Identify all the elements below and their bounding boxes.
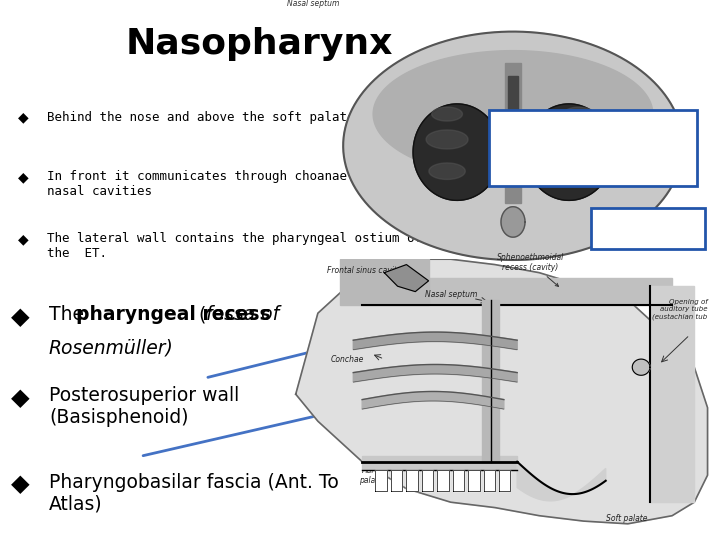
Polygon shape [340,259,428,305]
Polygon shape [500,470,510,491]
Text: Opening of
auditory tube
(eustachian tub: Opening of auditory tube (eustachian tub [652,299,708,320]
Polygon shape [508,76,518,165]
Polygon shape [525,104,613,200]
Text: ◆: ◆ [18,111,29,125]
Polygon shape [564,107,594,121]
Polygon shape [482,300,500,462]
Text: Nasopharynx: Nasopharynx [125,27,393,61]
Polygon shape [469,470,480,491]
Polygon shape [375,470,387,491]
Text: In front it communicates through choanae with the
nasal cavities: In front it communicates through choanae… [47,170,414,198]
Polygon shape [362,392,504,409]
Polygon shape [384,265,428,292]
Polygon shape [362,456,517,470]
Text: Nasal septum: Nasal septum [287,0,339,8]
FancyBboxPatch shape [489,110,697,186]
Polygon shape [501,207,525,237]
Text: Behind the nose and above the soft palate.: Behind the nose and above the soft palat… [47,111,362,124]
Polygon shape [650,286,694,502]
Text: pharyngeal recess: pharyngeal recess [76,305,271,324]
Polygon shape [354,332,517,350]
Text: ◆: ◆ [11,386,30,410]
FancyBboxPatch shape [591,208,705,248]
Text: (: ( [193,305,206,324]
Text: The lateral wall contains the pharyngeal ostium of
the  ET.: The lateral wall contains the pharyngeal… [47,232,422,260]
Polygon shape [422,470,433,491]
Text: Frontal sinus cavity: Frontal sinus cavity [327,266,401,280]
Polygon shape [391,470,402,491]
Text: ◆: ◆ [11,472,30,496]
Text: Pharyngobasilar fascia (Ant. To
Atlas): Pharyngobasilar fascia (Ant. To Atlas) [49,472,338,514]
Polygon shape [413,104,501,200]
Text: ◆: ◆ [18,232,29,246]
Text: Soft palate: Soft palate [606,514,647,523]
Polygon shape [438,470,449,491]
Polygon shape [484,470,495,491]
Text: Sphenoethmoidal
recess (cavity): Sphenoethmoidal recess (cavity) [497,253,564,286]
Text: fossa of: fossa of [207,305,279,324]
Polygon shape [373,51,653,178]
Text: ◆: ◆ [11,305,30,329]
Text: The: The [49,305,90,324]
Text: Rosenmüller): Rosenmüller) [49,339,174,357]
Polygon shape [558,130,600,149]
Text: Hard
palate: Hard palate [359,466,383,485]
Polygon shape [426,130,468,149]
Polygon shape [505,63,521,203]
Polygon shape [354,364,517,382]
Text: Nasal septum: Nasal septum [425,290,477,299]
Polygon shape [407,470,418,491]
Polygon shape [517,462,606,501]
Text: Posterosuperior wall
(Basisphenoid): Posterosuperior wall (Basisphenoid) [49,386,239,427]
Polygon shape [561,163,597,179]
Polygon shape [429,163,465,179]
Text: ◆: ◆ [18,170,29,184]
Polygon shape [296,259,708,524]
Text: Pharyngeal ostium of
auditory tube: Pharyngeal ostium of auditory tube [533,308,600,319]
Text: Conchae: Conchae [331,355,364,364]
Polygon shape [632,359,650,375]
Polygon shape [453,470,464,491]
Polygon shape [432,107,462,121]
Polygon shape [343,32,683,260]
Polygon shape [362,278,672,305]
